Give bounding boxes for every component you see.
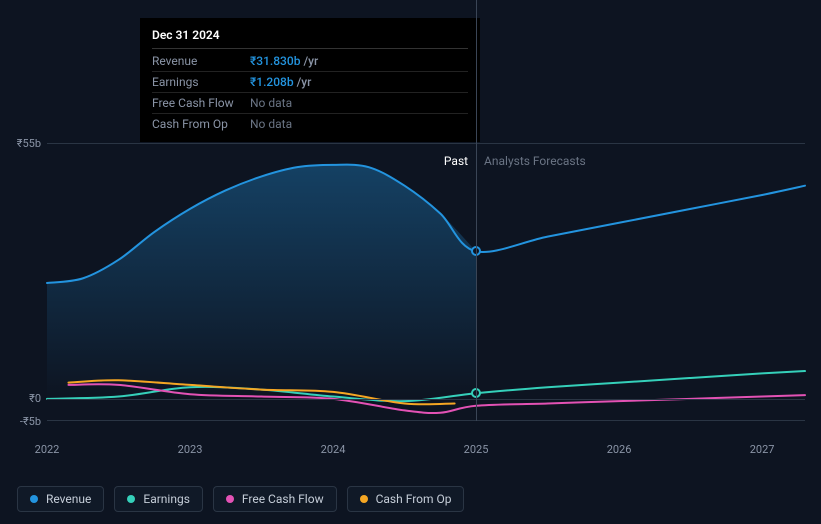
legend-label: Free Cash Flow [242, 492, 324, 506]
legend-item-free-cash-flow[interactable]: Free Cash Flow [213, 486, 337, 512]
y-axis-label: ₹55b [17, 137, 41, 150]
legend-item-earnings[interactable]: Earnings [114, 486, 203, 512]
plot-area: ₹55b₹0-₹5bPastAnalysts Forecasts [47, 143, 805, 421]
hover-tooltip: Dec 31 2024 Revenue₹31.830b/yrEarnings₹1… [140, 18, 480, 142]
tooltip-value: ₹31.830b/yr [250, 54, 318, 68]
legend-dot-icon [360, 495, 368, 503]
y-axis-label: -₹5b [20, 415, 41, 428]
x-axis-label: 2022 [35, 443, 60, 456]
x-axis-label: 2027 [750, 443, 775, 456]
revenue-area-fill [47, 165, 476, 399]
legend-item-revenue[interactable]: Revenue [17, 486, 104, 512]
legend: Revenue Earnings Free Cash Flow Cash From O… [17, 486, 464, 512]
x-axis-label: 2025 [464, 443, 489, 456]
forecast-label: Analysts Forecasts [484, 154, 586, 168]
tooltip-rows: Revenue₹31.830b/yrEarnings₹1.208b/yrFree… [152, 51, 468, 134]
legend-label: Earnings [143, 492, 190, 506]
tooltip-unit: /yr [297, 75, 312, 89]
zero-gridline [47, 399, 805, 400]
tooltip-value: ₹1.208b/yr [250, 75, 311, 89]
tooltip-key: Revenue [152, 54, 250, 68]
legend-item-cash-from-op[interactable]: Cash From Op [347, 486, 465, 512]
x-axis-label: 2026 [607, 443, 632, 456]
x-axis: 202220232024202520262027 [47, 443, 805, 463]
past-label: Past [444, 154, 468, 168]
legend-dot-icon [127, 495, 135, 503]
tooltip-unit: /yr [303, 54, 318, 68]
legend-label: Revenue [46, 492, 91, 506]
tooltip-date: Dec 31 2024 [152, 28, 468, 49]
legend-label: Cash From Op [376, 492, 452, 506]
tooltip-row: Revenue₹31.830b/yr [152, 51, 468, 72]
forecast-divider [476, 0, 477, 421]
x-axis-label: 2023 [178, 443, 203, 456]
tooltip-row: Cash From OpNo data [152, 114, 468, 134]
chart-container: ₹55b ₹0 -₹5b Past Analysts Forecasts 2022 202… [17, 125, 805, 465]
tooltip-value: No data [250, 117, 292, 131]
tooltip-row: Earnings₹1.208b/yr [152, 72, 468, 93]
y-axis-label: ₹0 [29, 392, 41, 405]
x-axis-label: 2024 [321, 443, 346, 456]
chart-svg [47, 144, 805, 420]
tooltip-key: Cash From Op [152, 117, 250, 131]
tooltip-row: Free Cash FlowNo data [152, 93, 468, 114]
tooltip-key: Earnings [152, 75, 250, 89]
tooltip-key: Free Cash Flow [152, 96, 250, 110]
tooltip-value: No data [250, 96, 292, 110]
legend-dot-icon [30, 495, 38, 503]
legend-dot-icon [226, 495, 234, 503]
